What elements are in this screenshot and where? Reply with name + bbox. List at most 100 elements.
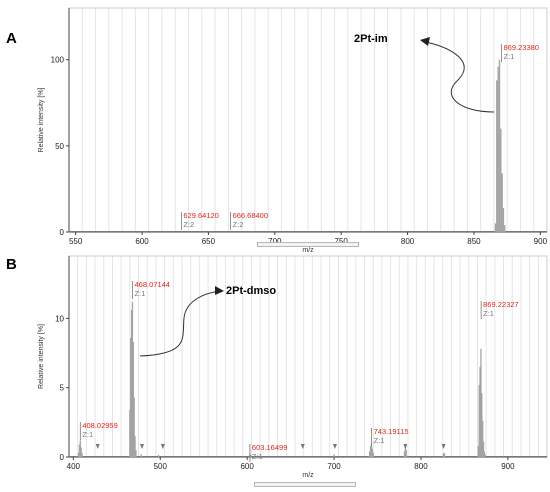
x-tick-label: 800 <box>401 237 415 246</box>
peak-bar <box>496 80 498 232</box>
peak-bar <box>132 341 134 457</box>
peak-bar <box>482 441 485 457</box>
peak-marker <box>140 444 145 449</box>
annotation-arrowhead <box>420 37 430 46</box>
peak-bar <box>494 223 497 232</box>
peak-bar <box>403 451 406 457</box>
peak-bar <box>131 301 134 457</box>
peak-bar <box>501 173 503 232</box>
annotation-label: 2Pt-im <box>354 33 388 45</box>
y-tick-label: 100 <box>51 56 65 65</box>
peak-bar <box>157 454 160 457</box>
peak-charge-label: Z:1 <box>252 452 263 461</box>
peak-bar <box>79 440 81 457</box>
peak-bar <box>497 66 499 232</box>
y-axis-title: Relative intensity [%] <box>38 324 45 389</box>
peak-mz-label: 666.68400 <box>233 211 268 220</box>
peak-bar <box>371 448 373 457</box>
peak-marker <box>403 444 408 449</box>
y-axis-title: Relative intensity [%] <box>38 87 45 152</box>
peak-bar <box>483 451 486 457</box>
spectrum-a: 0 50 100 550 600 650 700 750 800 850 900 m/z Relativ… <box>38 7 548 254</box>
peak-bar <box>504 225 506 232</box>
peak-mz-label: 603.16499 <box>252 443 287 452</box>
peak-bar <box>78 444 81 457</box>
peak-bar <box>135 450 137 457</box>
peak-bar <box>133 397 135 457</box>
y-tick-label: 50 <box>55 142 64 151</box>
panel-a: A 0 50 100 550 600 650 700 750 800 850 900 m/z Relat… <box>6 7 548 254</box>
x-tick-label: 400 <box>67 462 81 471</box>
peak-bar <box>478 384 480 457</box>
peak-marker <box>441 444 446 449</box>
x-tick-label: 600 <box>240 462 254 471</box>
peak-mz-label: 629.64120 <box>183 211 218 220</box>
peak-mz-label: 869.23380 <box>504 43 539 52</box>
x-axis-title: m/z <box>302 247 314 254</box>
peak-bar <box>77 452 80 457</box>
x-tick-label: 700 <box>268 237 282 246</box>
peak-charge-label: Z:1 <box>504 52 515 61</box>
peak-bar <box>140 454 142 457</box>
peak-bar <box>130 337 132 457</box>
peak-charge-label: Z:2 <box>233 220 244 229</box>
peak-bar <box>484 454 486 457</box>
peak-charge-label: Z:1 <box>374 436 385 445</box>
peak-bar <box>442 453 445 457</box>
y-tick-label: 0 <box>60 453 65 462</box>
x-tick-label: 900 <box>534 237 548 246</box>
y-tick-label: 0 <box>60 228 65 237</box>
peak-charge-label: Z:1 <box>135 289 146 298</box>
x-tick-label: 750 <box>335 237 349 246</box>
peak-bar <box>404 447 406 457</box>
peak-mz-label: 743.19115 <box>374 427 409 436</box>
peak-mz-label: 408.02959 <box>82 421 117 430</box>
spectrum-b: 0 5 10 400 500 600 700 800 900 m/z Relative intens… <box>38 255 548 479</box>
peak-bar <box>333 454 335 457</box>
peak-bar <box>443 452 446 457</box>
horizontal-scrollbar-b[interactable] <box>254 482 356 487</box>
horizontal-scrollbar-a[interactable] <box>257 242 359 247</box>
peak-mz-label: 869.22327 <box>483 300 518 309</box>
panel-b: B 0 5 10 400 500 600 700 800 900 m/z Relative inte… <box>0 246 550 492</box>
annotation-arrow <box>139 290 221 357</box>
peak-bar <box>479 366 481 457</box>
peak-bar <box>372 452 374 457</box>
x-tick-label: 550 <box>69 237 83 246</box>
peak-charge-label: Z:2 <box>183 220 194 229</box>
peak-bar <box>370 443 373 457</box>
y-tick-label: 5 <box>60 384 65 393</box>
peak-bar <box>249 454 252 457</box>
peak-marker <box>300 444 305 449</box>
annotation-arrowhead <box>215 286 224 295</box>
peak-bar <box>500 128 502 232</box>
x-axis-title: m/z <box>302 472 314 479</box>
x-tick-label: 900 <box>501 462 515 471</box>
x-tick-label: 600 <box>135 237 149 246</box>
peak-marker <box>95 444 100 449</box>
peak-bar <box>134 436 136 457</box>
peak-bar <box>130 310 133 457</box>
peak-bar <box>81 452 83 457</box>
peak-bar <box>502 207 505 232</box>
peak-bar <box>80 447 82 457</box>
peak-bar <box>480 348 482 457</box>
peak-bar <box>498 59 501 232</box>
annotation-arrow <box>425 41 495 113</box>
peak-mz-label: 468.07144 <box>135 280 170 289</box>
x-tick-label: 850 <box>467 237 481 246</box>
peak-bar <box>481 393 483 457</box>
peak-charge-label: Z:1 <box>82 430 93 439</box>
x-tick-label: 500 <box>154 462 168 471</box>
peak-bar <box>369 445 372 457</box>
panel-letter-b: B <box>6 256 17 273</box>
x-tick-label: 700 <box>327 462 341 471</box>
peak-bar <box>129 409 131 457</box>
peak-bar <box>369 451 371 457</box>
peak-bar <box>482 420 484 457</box>
peak-marker <box>160 444 165 449</box>
x-tick-label: 800 <box>414 462 428 471</box>
peak-charge-label: Z:1 <box>483 309 494 318</box>
y-tick-label: 10 <box>55 314 64 323</box>
peak-bar <box>477 445 479 457</box>
